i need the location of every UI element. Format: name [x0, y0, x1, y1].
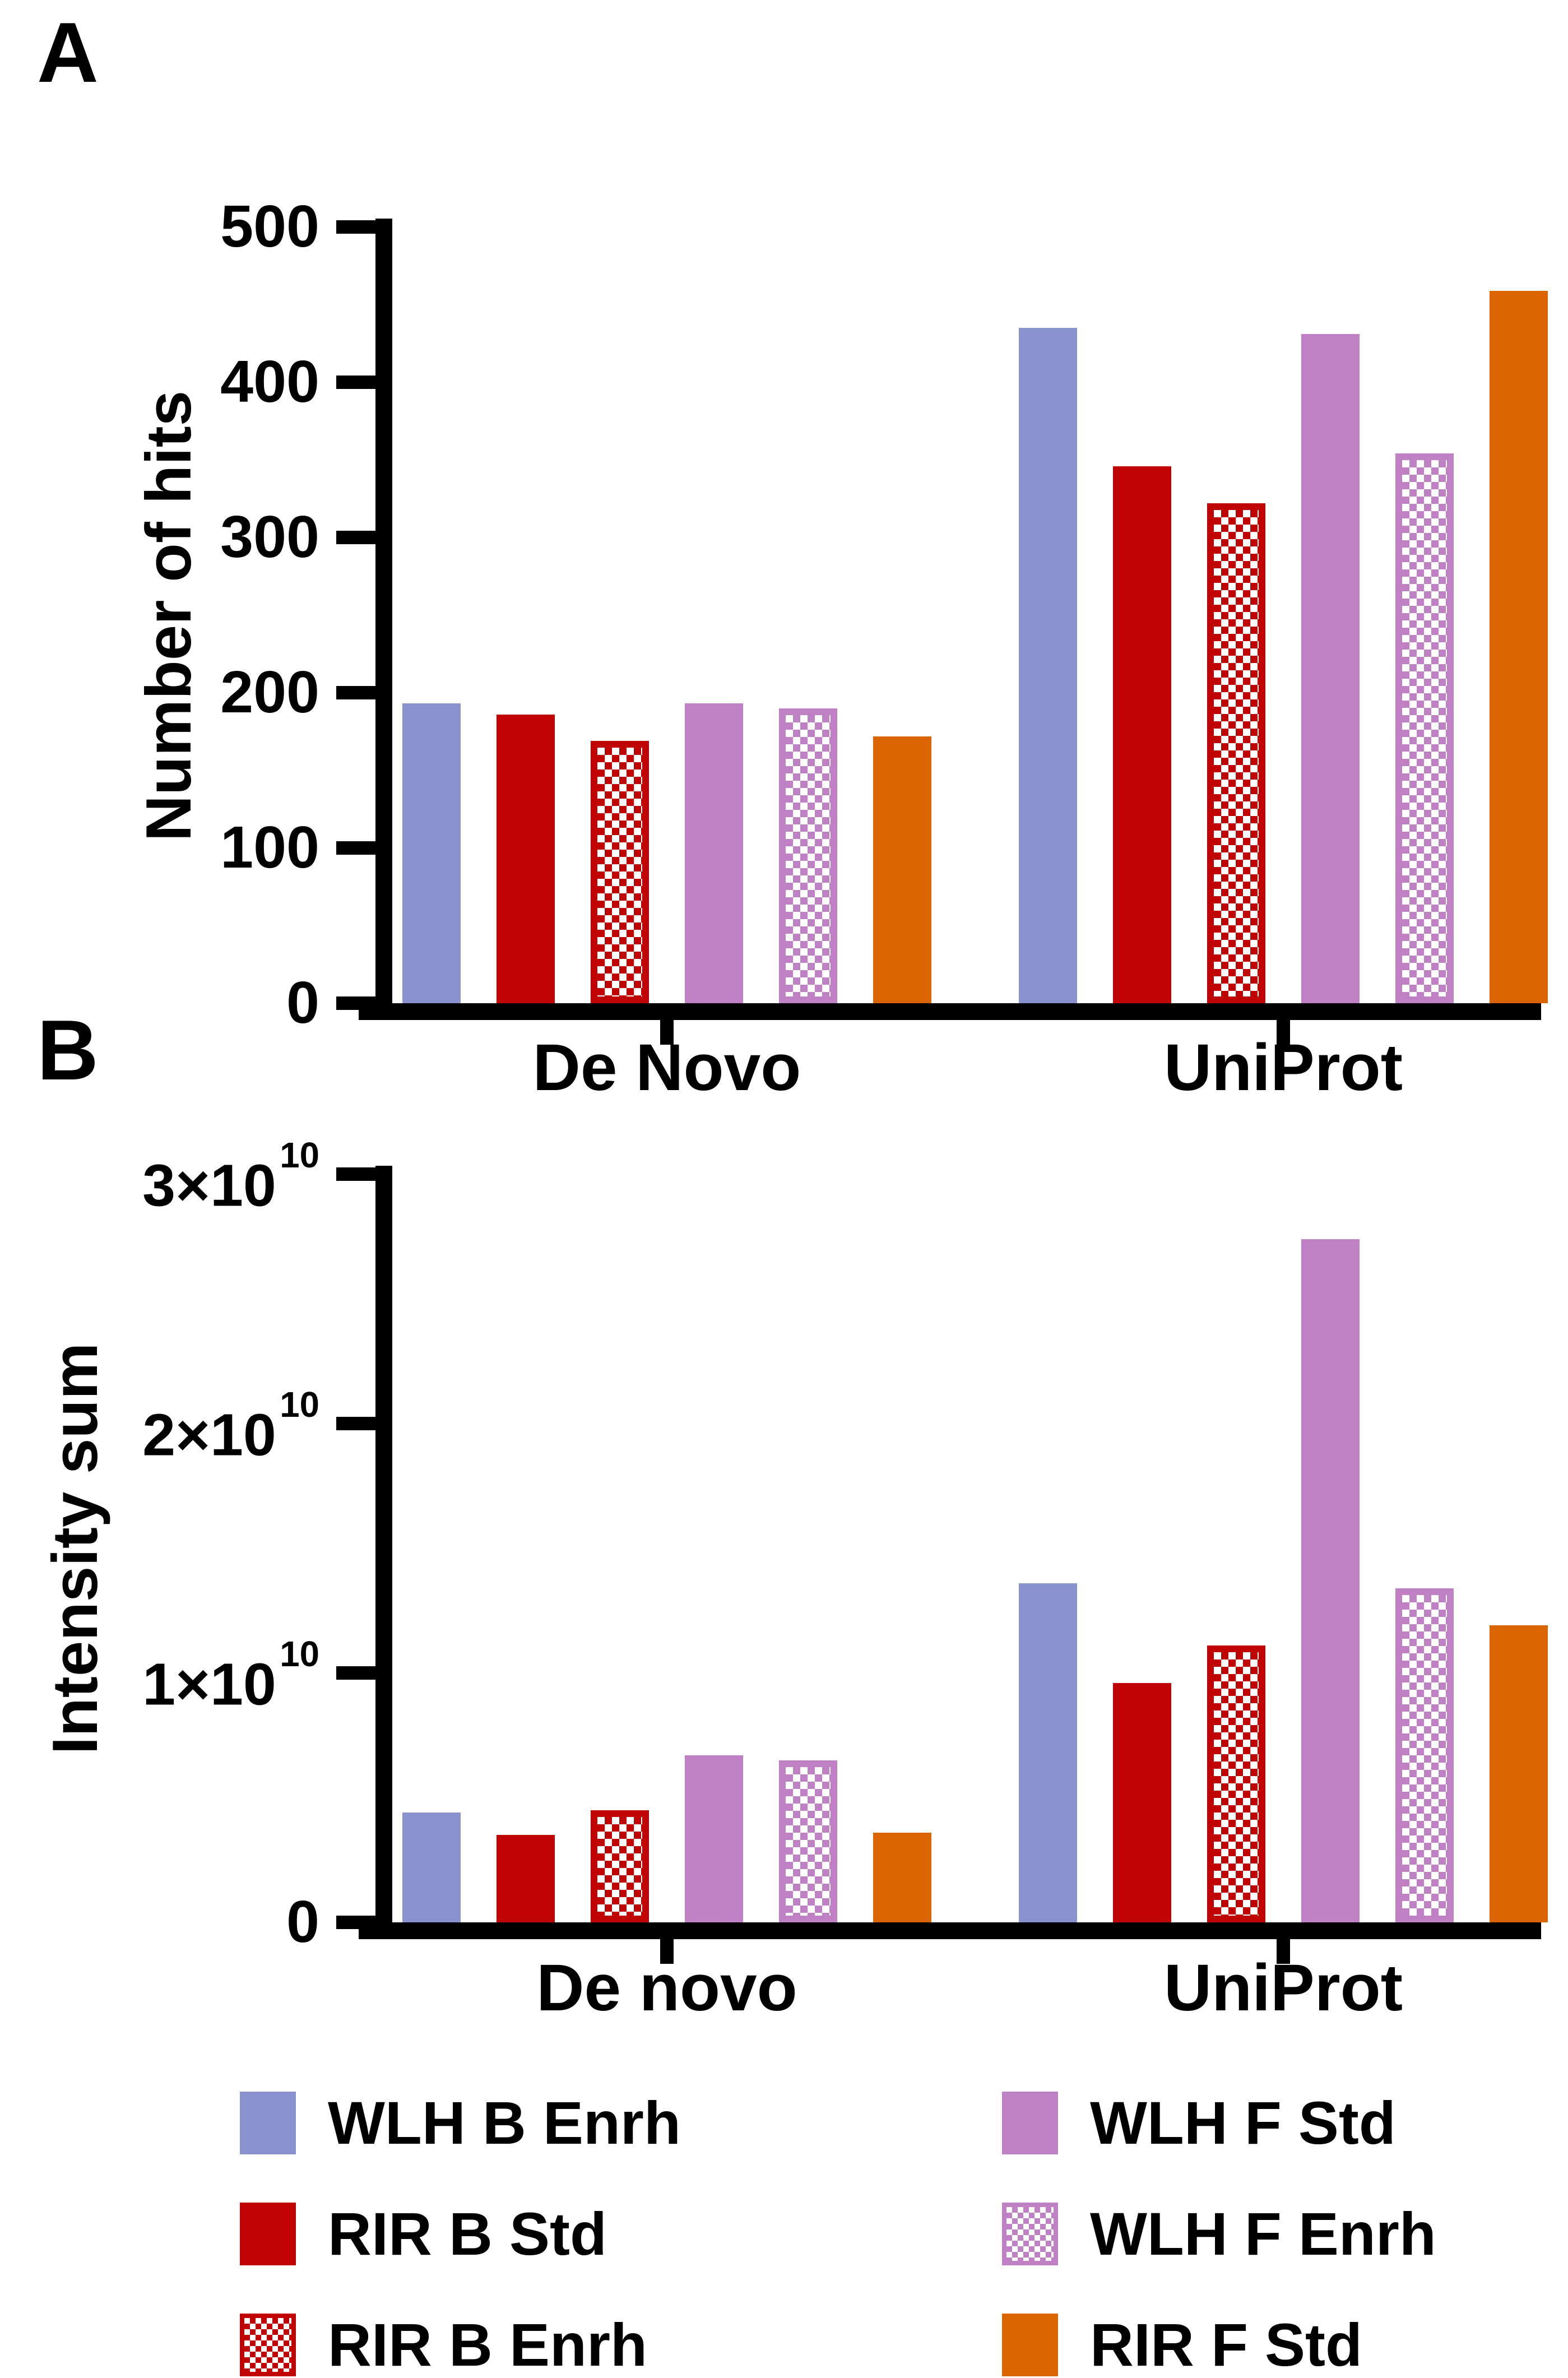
y-tick	[336, 220, 375, 234]
bar-rir-b-std-de-novo	[497, 1835, 555, 1922]
y-axis-line	[375, 219, 392, 1020]
y-tick-label: 0	[286, 970, 319, 1036]
y-tick-label: 100	[220, 814, 319, 880]
bar-rir-b-enrh-uniprot	[1207, 1645, 1265, 1922]
y-tick	[336, 1916, 375, 1929]
bar-rir-b-enrh-de-novo	[591, 1810, 649, 1922]
bar-rir-b-std-uniprot	[1113, 1682, 1171, 1922]
bar-wlh-f-enrh-de-novo	[779, 1760, 837, 1922]
bar-rir-b-std-de-novo	[497, 714, 555, 1003]
bar-rir-b-enrh-uniprot	[1207, 503, 1265, 1003]
legend-swatch-wlh-f-std	[1002, 2092, 1058, 2154]
legend-swatch-rir-b-std	[240, 2203, 296, 2265]
x-axis-line	[359, 1922, 1541, 1939]
bar-rir-f-std-uniprot	[1490, 290, 1548, 1003]
y-tick-label: 3×1010	[142, 1135, 319, 1219]
legend-label-wlh-f-enrh: WLH F Enrh	[1090, 2200, 1436, 2268]
group-label-de-novo: De Novo	[532, 1031, 801, 1105]
bar-rir-b-enrh-de-novo	[591, 740, 649, 1003]
y-tick-label: 300	[220, 504, 319, 570]
panel-b-label: B	[37, 1003, 99, 1098]
legend-swatch-rir-b-enrh	[240, 2314, 296, 2376]
y-tick	[336, 1167, 375, 1181]
bar-wlh-f-std-uniprot	[1301, 334, 1360, 1003]
y-tick-label: 500	[220, 193, 319, 259]
legend-swatch-wlh-b-enrh	[240, 2092, 296, 2154]
legend-swatch-wlh-f-enrh	[1002, 2203, 1058, 2265]
bar-rir-f-std-uniprot	[1490, 1625, 1548, 1922]
legend-label-rir-b-std: RIR B Std	[328, 2200, 607, 2268]
bar-rir-f-std-de-novo	[873, 736, 931, 1003]
bar-wlh-f-enrh-uniprot	[1395, 453, 1454, 1003]
y-tick-label: 400	[220, 349, 319, 415]
legend-swatch-rir-f-std	[1002, 2314, 1058, 2376]
x-axis-line	[359, 1003, 1541, 1020]
bar-rir-f-std-de-novo	[873, 1832, 931, 1922]
y-tick	[336, 841, 375, 855]
y-tick-label: 2×1010	[142, 1385, 319, 1468]
y-tick	[336, 531, 375, 544]
bar-wlh-f-std-uniprot	[1301, 1239, 1360, 1922]
bar-wlh-f-enrh-de-novo	[779, 708, 837, 1003]
bar-wlh-b-enrh-uniprot	[1019, 1583, 1077, 1922]
y-tick	[336, 376, 375, 389]
x-tick	[660, 1020, 674, 1045]
group-label-uniprot: UniProt	[1163, 1031, 1403, 1105]
group-label-uniprot: UniProt	[1163, 1951, 1403, 2025]
bar-rir-b-std-uniprot	[1113, 466, 1171, 1003]
legend-label-rir-f-std: RIR F Std	[1090, 2311, 1362, 2378]
bar-wlh-b-enrh-uniprot	[1019, 328, 1077, 1003]
x-tick	[1277, 1939, 1290, 1964]
legend-label-wlh-f-std: WLH F Std	[1090, 2089, 1396, 2157]
bar-wlh-f-std-de-novo	[685, 1755, 743, 1922]
y-axis-line	[375, 1166, 392, 1939]
y-tick	[336, 1417, 375, 1430]
x-tick	[1277, 1020, 1290, 1045]
bar-wlh-b-enrh-de-novo	[402, 703, 461, 1003]
y-tick-label: 1×1010	[142, 1634, 319, 1718]
bar-wlh-b-enrh-de-novo	[402, 1813, 461, 1922]
y-tick-label: 0	[286, 1889, 319, 1955]
panel-a-y-axis-title: Number of hits	[133, 390, 205, 842]
legend-label-wlh-b-enrh: WLH B Enrh	[328, 2089, 681, 2157]
bar-wlh-f-enrh-uniprot	[1395, 1588, 1454, 1922]
y-tick-label: 200	[220, 659, 319, 725]
y-tick	[336, 686, 375, 699]
y-tick	[336, 1666, 375, 1680]
x-tick	[660, 1939, 674, 1964]
legend-label-rir-b-enrh: RIR B Enrh	[328, 2311, 648, 2378]
y-tick	[336, 996, 375, 1010]
group-label-de-novo: De novo	[536, 1951, 797, 2025]
panel-b-y-axis-title: Intensity sum	[40, 1342, 111, 1755]
bar-wlh-f-std-de-novo	[685, 703, 743, 1003]
panel-a-label: A	[37, 5, 99, 100]
